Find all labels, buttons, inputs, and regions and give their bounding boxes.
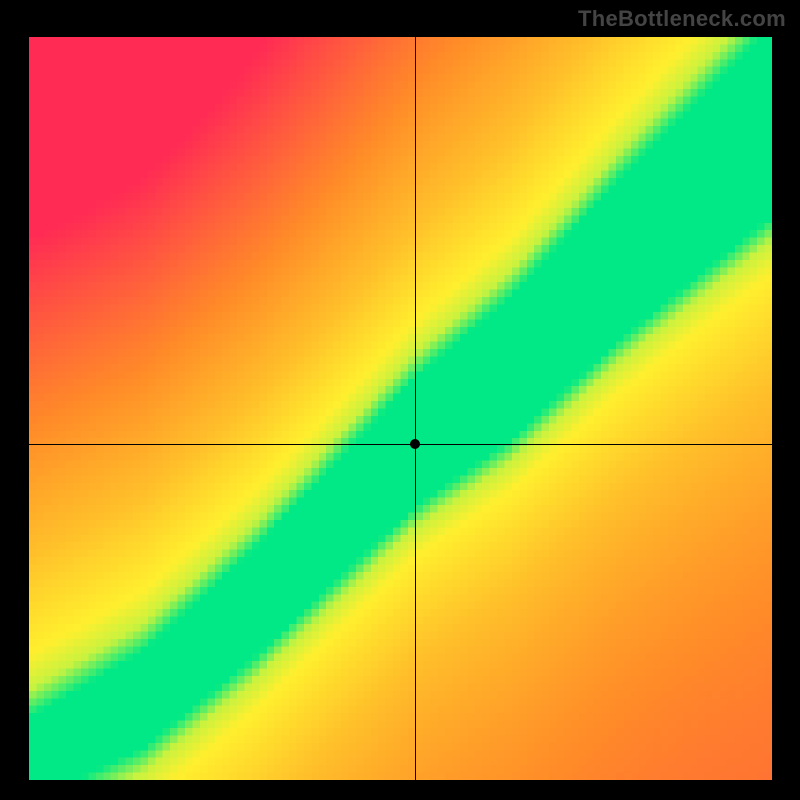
crosshair-vertical: [415, 37, 416, 780]
heatmap-chart: [29, 37, 772, 780]
heatmap-canvas: [29, 37, 772, 780]
chart-container: TheBottleneck.com: [0, 0, 800, 800]
crosshair-horizontal: [29, 444, 772, 445]
attribution-label: TheBottleneck.com: [578, 6, 786, 32]
